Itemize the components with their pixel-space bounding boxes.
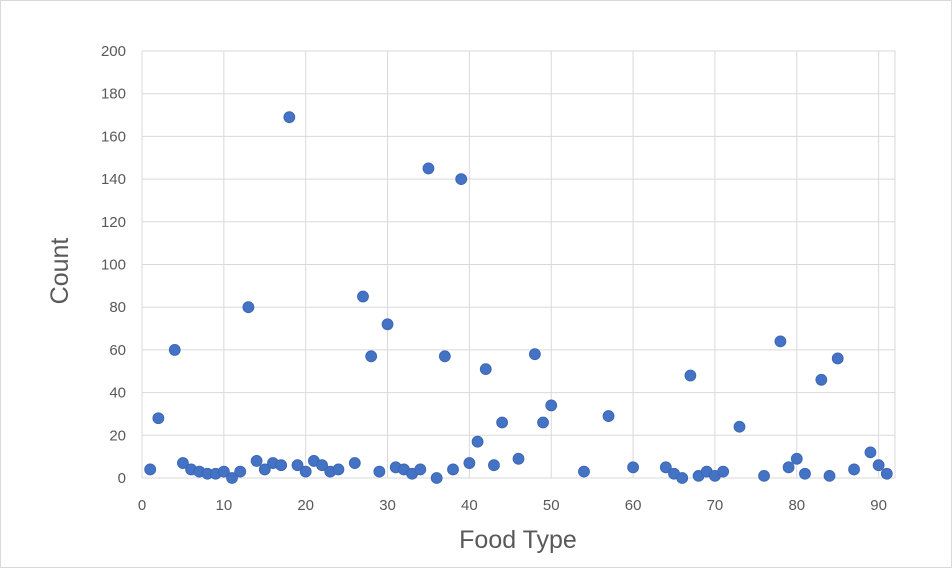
data-point-48 xyxy=(528,348,541,361)
y-tick-label-200: 200 xyxy=(101,43,126,60)
gridlines xyxy=(141,50,896,479)
data-point-22 xyxy=(316,459,328,472)
data-point-91 xyxy=(880,467,893,480)
data-point-85 xyxy=(831,352,844,365)
y-tick-label-20: 20 xyxy=(109,427,126,444)
data-point-20 xyxy=(299,465,312,478)
x-tick-label-60: 60 xyxy=(625,497,642,514)
data-point-26 xyxy=(348,457,361,469)
tick-labels: 0 20 40 60 80 100 120 140 160 180 200 0 10 20 30 40 50 60… xyxy=(101,43,887,514)
data-point-27 xyxy=(357,290,369,303)
data-point-41 xyxy=(471,435,484,448)
x-tick-label-80: 80 xyxy=(788,497,805,514)
x-tick-label-30: 30 xyxy=(379,497,396,514)
data-points xyxy=(144,111,893,484)
data-point-11 xyxy=(226,472,238,484)
data-point-1 xyxy=(144,463,157,476)
x-tick-label-70: 70 xyxy=(707,497,724,514)
data-point-30 xyxy=(381,318,394,331)
data-point-71 xyxy=(717,465,730,478)
data-point-40 xyxy=(463,457,476,469)
x-tick-label-10: 10 xyxy=(216,497,233,514)
data-point-64 xyxy=(659,461,672,474)
data-point-60 xyxy=(627,461,639,474)
y-tick-label-40: 40 xyxy=(109,385,126,402)
data-point-5 xyxy=(177,457,189,469)
data-point-89 xyxy=(864,446,877,459)
data-point-38 xyxy=(447,463,459,476)
data-point-66 xyxy=(676,472,689,484)
data-point-37 xyxy=(438,350,451,363)
x-tick-label-90: 90 xyxy=(870,497,887,514)
data-point-36 xyxy=(430,472,443,484)
data-point-14 xyxy=(250,455,263,467)
y-tick-label-160: 160 xyxy=(101,128,126,145)
y-tick-label-140: 140 xyxy=(101,171,126,188)
data-point-29 xyxy=(373,465,386,478)
data-point-90 xyxy=(872,459,885,472)
data-point-12 xyxy=(234,465,247,478)
data-point-84 xyxy=(823,469,836,482)
x-tick-label-40: 40 xyxy=(461,497,478,514)
data-point-81 xyxy=(799,467,811,480)
data-point-44 xyxy=(496,416,509,429)
data-point-78 xyxy=(774,335,787,348)
x-axis-title: Food Type xyxy=(459,526,577,554)
data-point-24 xyxy=(332,463,345,476)
y-tick-label-0: 0 xyxy=(118,470,126,487)
data-point-19 xyxy=(291,459,304,472)
data-point-73 xyxy=(733,420,746,433)
y-tick-label-120: 120 xyxy=(101,214,126,231)
data-point-42 xyxy=(479,363,492,376)
data-point-13 xyxy=(242,301,255,314)
x-tick-label-0: 0 xyxy=(138,497,146,514)
data-point-35 xyxy=(422,162,435,175)
data-point-10 xyxy=(217,465,230,478)
data-point-80 xyxy=(790,452,803,465)
y-tick-label-100: 100 xyxy=(101,257,126,274)
data-point-67 xyxy=(684,369,697,382)
data-point-15 xyxy=(258,463,271,476)
data-point-43 xyxy=(488,459,500,472)
data-point-46 xyxy=(512,452,525,465)
data-point-49 xyxy=(537,416,549,429)
y-tick-label-60: 60 xyxy=(109,342,126,359)
data-point-87 xyxy=(848,463,860,476)
data-point-76 xyxy=(758,469,770,482)
data-point-4 xyxy=(168,343,181,356)
data-point-18 xyxy=(283,111,296,124)
data-point-54 xyxy=(578,465,590,478)
y-tick-label-80: 80 xyxy=(109,299,126,316)
data-point-50 xyxy=(545,399,558,412)
data-point-17 xyxy=(275,459,288,472)
x-tick-label-20: 20 xyxy=(297,497,314,514)
x-tick-label-50: 50 xyxy=(543,497,560,514)
y-tick-label-180: 180 xyxy=(101,86,126,103)
data-point-83 xyxy=(815,373,828,386)
data-point-28 xyxy=(365,350,378,363)
data-point-34 xyxy=(414,463,427,476)
y-axis-title: Count xyxy=(46,238,74,305)
data-point-79 xyxy=(782,461,795,474)
data-point-2 xyxy=(152,412,165,425)
data-point-39 xyxy=(455,173,468,186)
data-point-57 xyxy=(602,410,615,422)
